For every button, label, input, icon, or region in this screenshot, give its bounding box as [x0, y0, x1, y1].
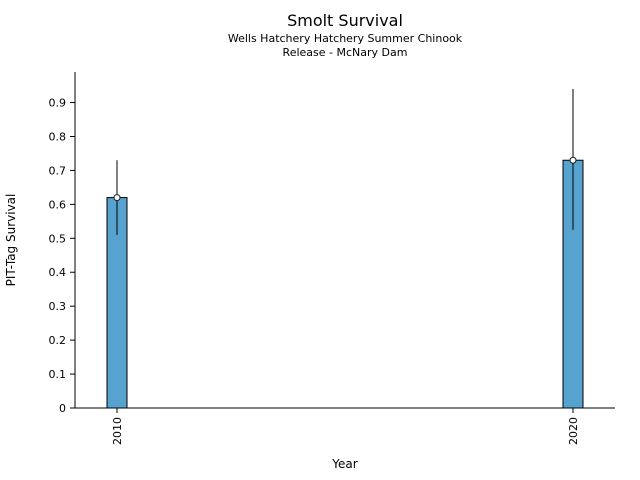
y-tick-label: 0.5	[49, 232, 67, 245]
marker-2010	[113, 194, 121, 202]
y-tick-label: 0.8	[49, 130, 67, 143]
plot-area: 0 0.1 0.2 0.3 0.4 0.5 0.6 0.7 0.8 0.9 2010 2020	[49, 72, 615, 445]
chart-title: Smolt Survival	[287, 11, 403, 30]
y-tick-label: 0.1	[49, 368, 67, 381]
x-tick-label-2010: 2010	[111, 417, 124, 445]
x-axis-label: Year	[331, 457, 357, 471]
chart-subtitle-line-2: Release - McNary Dam	[283, 46, 408, 59]
y-tick-label: 0	[59, 402, 66, 415]
y-tick-label: 0.6	[49, 198, 67, 211]
y-tick-label: 0.3	[49, 300, 67, 313]
y-tick-label: 0.7	[49, 164, 67, 177]
x-tick-label-2020: 2020	[567, 417, 580, 445]
y-tick-label: 0.2	[49, 334, 67, 347]
y-tick-label: 0.9	[49, 97, 67, 110]
y-tick-label: 0.4	[49, 266, 67, 279]
chart-subtitle-line-1: Wells Hatchery Hatchery Summer Chinook	[228, 32, 463, 45]
marker-2020	[569, 156, 577, 164]
y-axis-label: PIT-Tag Survival	[4, 194, 18, 287]
